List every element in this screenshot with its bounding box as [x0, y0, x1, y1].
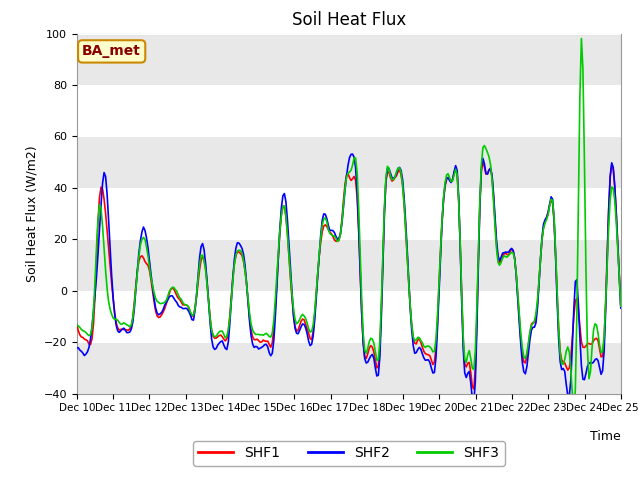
SHF3: [589, 327, 597, 333]
SHF2: [349, 151, 356, 157]
SHF3: [262, 330, 270, 336]
SHF2: [140, 224, 147, 230]
Text: BA_met: BA_met: [82, 44, 141, 59]
SHF2: [262, 341, 270, 347]
SHF2: [470, 400, 477, 406]
SHF2: [311, 317, 319, 323]
SHF3: [570, 406, 578, 412]
SHF1: [470, 386, 477, 392]
SHF3: [140, 234, 147, 240]
SHF3: [73, 322, 81, 328]
SHF2: [73, 345, 81, 350]
Line: SHF1: SHF1: [77, 162, 621, 389]
SHF1: [140, 255, 147, 261]
Line: SHF2: SHF2: [77, 154, 621, 403]
SHF2: [253, 344, 261, 350]
SHF3: [235, 247, 243, 253]
SHF1: [262, 338, 270, 344]
Bar: [77, 34, 621, 85]
Bar: [77, 136, 621, 188]
Title: Soil Heat Flux: Soil Heat Flux: [292, 11, 406, 29]
SHF1: [73, 322, 81, 328]
Y-axis label: Soil Heat Flux (W/m2): Soil Heat Flux (W/m2): [25, 145, 38, 282]
SHF3: [311, 308, 319, 314]
SHF2: [235, 240, 243, 246]
SHF1: [589, 338, 597, 344]
Bar: [77, 342, 621, 394]
Text: Time: Time: [590, 430, 621, 443]
SHF1: [235, 249, 243, 255]
SHF3: [253, 332, 261, 337]
Bar: [77, 240, 621, 291]
Legend: SHF1, SHF2, SHF3: SHF1, SHF2, SHF3: [193, 441, 505, 466]
SHF1: [479, 159, 487, 165]
SHF2: [617, 305, 625, 311]
SHF1: [311, 312, 319, 318]
SHF1: [253, 336, 261, 342]
SHF3: [577, 36, 585, 41]
SHF2: [589, 360, 597, 365]
SHF3: [617, 303, 625, 309]
Line: SHF3: SHF3: [77, 38, 621, 409]
SHF1: [617, 304, 625, 310]
